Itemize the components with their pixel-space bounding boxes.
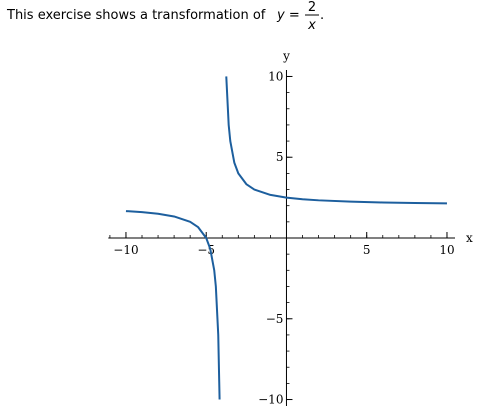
x-tick-label: −10	[113, 243, 138, 257]
x-tick-label: −5	[197, 243, 215, 257]
numerator: 2	[308, 0, 316, 15]
formula-lhs: y =	[276, 8, 300, 23]
y-tick-label: 5	[276, 150, 284, 164]
period: .	[320, 8, 324, 23]
curve	[125, 76, 447, 400]
y-tick-label: 10	[268, 69, 283, 83]
prompt: This exercise shows a transformation of	[6, 8, 266, 23]
x-tick-label: 10	[439, 243, 454, 257]
denominator: x	[307, 18, 316, 33]
y-tick-label: −5	[266, 312, 284, 326]
y-axis-label: y	[282, 49, 290, 63]
x-tick-label: 5	[363, 243, 371, 257]
y-tick-label: −10	[258, 393, 283, 407]
x-axis-label: x	[466, 231, 473, 245]
